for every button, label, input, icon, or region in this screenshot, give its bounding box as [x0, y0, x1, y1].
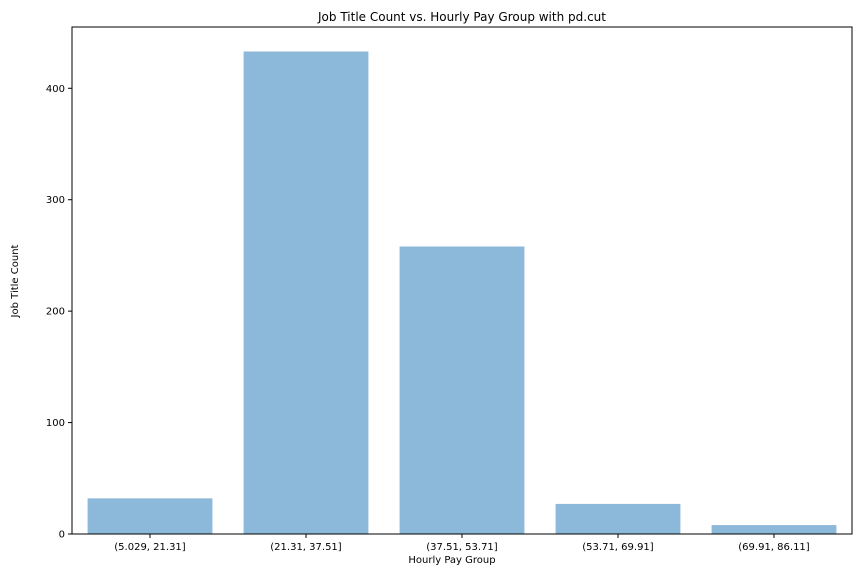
x-tick-label: (53.71, 69.91]: [582, 542, 654, 553]
x-axis-label: Hourly Pay Group: [408, 555, 495, 566]
x-tick-label: (69.91, 86.11]: [738, 542, 810, 553]
bar-2: [399, 246, 525, 534]
bar-0: [87, 498, 213, 534]
x-tick-label: (5.029, 21.31]: [114, 542, 186, 553]
x-tick-label: (37.51, 53.71]: [426, 542, 498, 553]
bars-group: [87, 51, 837, 535]
y-tick-label: 0: [59, 530, 65, 541]
bar-1: [243, 51, 369, 535]
bar-3: [555, 503, 681, 534]
y-axis-label: Job Title Count: [10, 244, 21, 318]
x-ticks-group: (5.029, 21.31] (21.31, 37.51] (37.51, 53.7…: [114, 534, 810, 553]
y-tick-label: 400: [46, 84, 65, 95]
y-tick-label: 100: [46, 418, 65, 429]
chart-title: Job Title Count vs. Hourly Pay Group wit…: [317, 10, 606, 24]
y-tick-label: 200: [46, 307, 65, 318]
y-tick-label: 300: [46, 195, 65, 206]
bar-4: [711, 525, 837, 534]
plot-frame: [71, 26, 853, 535]
x-tick-label: (21.31, 37.51]: [270, 542, 342, 553]
y-ticks-group: 0 100 200 300 400: [46, 84, 72, 541]
